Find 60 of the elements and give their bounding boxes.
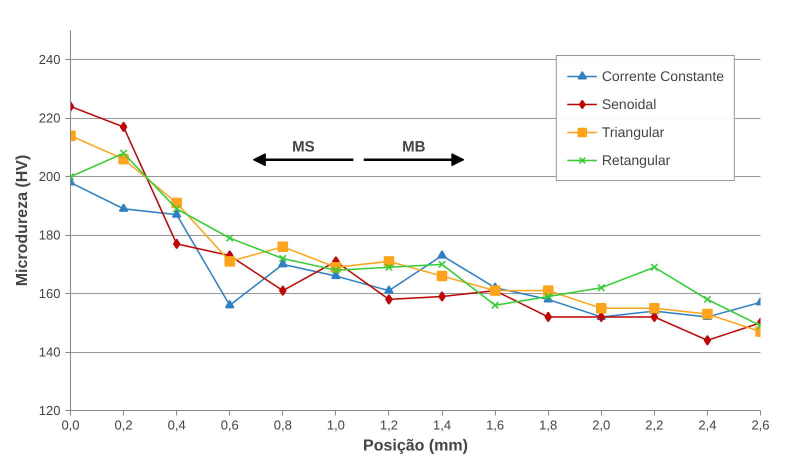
point xyxy=(172,209,182,218)
y-axis-title: Microdureza (HV) xyxy=(14,154,31,286)
point xyxy=(118,203,128,212)
point xyxy=(278,242,288,252)
x-axis-title: Posição (mm) xyxy=(363,438,468,454)
point xyxy=(438,260,446,268)
point xyxy=(120,149,128,158)
point xyxy=(437,250,447,259)
point xyxy=(332,266,340,274)
x-tick-label: 2,4 xyxy=(698,418,716,432)
legend-label: Triangular xyxy=(602,124,664,140)
point xyxy=(278,258,288,268)
point xyxy=(172,204,181,213)
y-tick-label: 180 xyxy=(38,228,61,243)
y-tick-label: 200 xyxy=(38,169,61,184)
point xyxy=(597,284,606,292)
point xyxy=(224,256,235,267)
y-tick-label: 120 xyxy=(38,403,61,418)
point xyxy=(172,238,180,250)
x-tick-label: 1,6 xyxy=(486,418,504,432)
point xyxy=(385,294,393,305)
y-tick-label: 140 xyxy=(38,344,61,360)
point xyxy=(544,312,552,322)
x-tick-label: 1,4 xyxy=(433,418,452,432)
annotation: MB xyxy=(402,138,426,156)
x-tick-label: 1,2 xyxy=(380,418,398,432)
annotation: MS xyxy=(292,138,315,156)
point xyxy=(704,335,712,346)
y-tick-label: 160 xyxy=(38,286,61,302)
point xyxy=(385,263,393,272)
x-tick-label: 2,0 xyxy=(592,418,610,432)
point xyxy=(279,285,287,296)
point xyxy=(384,285,394,294)
x-tick-label: 0,0 xyxy=(61,418,80,432)
x-tick-label: 0,8 xyxy=(274,418,292,432)
point xyxy=(703,295,712,304)
legend-label: Senoidal xyxy=(602,96,656,112)
x-tick-label: 0,2 xyxy=(114,418,133,432)
point xyxy=(491,301,500,310)
point xyxy=(436,270,448,282)
legend-label: Retangular xyxy=(602,152,670,168)
x-tick-label: 1,0 xyxy=(326,418,345,432)
point xyxy=(226,234,234,242)
point xyxy=(650,263,658,272)
x-tick-label: 2,6 xyxy=(751,418,770,432)
y-tick-label: 220 xyxy=(38,110,61,126)
point xyxy=(596,302,607,314)
point xyxy=(224,300,234,308)
point xyxy=(120,122,128,132)
x-tick-label: 0,4 xyxy=(168,418,186,432)
point xyxy=(649,302,660,314)
x-tick-label: 1,8 xyxy=(539,418,558,432)
y-tick-label: 240 xyxy=(38,52,61,68)
point xyxy=(438,291,446,302)
point xyxy=(278,254,287,262)
x-tick-label: 0,6 xyxy=(220,418,239,432)
point xyxy=(384,256,394,267)
x-tick-label: 2,2 xyxy=(645,418,664,432)
point xyxy=(702,308,713,320)
legend-label: Corrente Constante xyxy=(602,68,724,84)
